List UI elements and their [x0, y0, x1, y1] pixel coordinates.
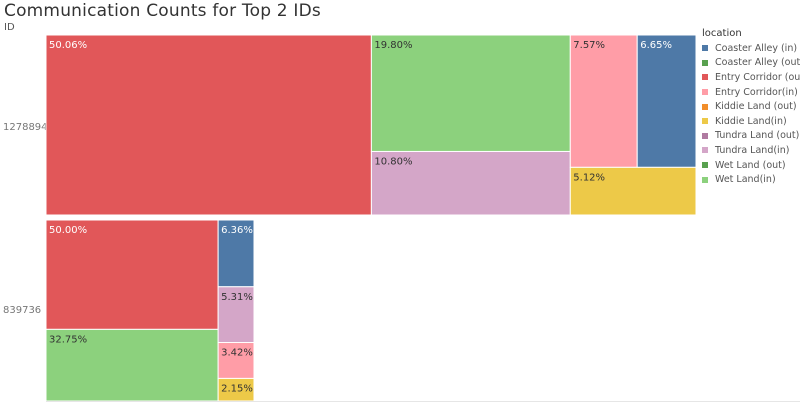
legend-item: Wet Land(in): [702, 172, 800, 187]
legend-swatch: [702, 74, 708, 81]
legend-swatch: [702, 132, 708, 139]
legend-swatch: [702, 176, 708, 183]
legend-item: Wet Land (out): [702, 158, 800, 173]
treemap-cell[interactable]: [569, 166, 697, 216]
cell-label: 3.42%: [221, 348, 253, 359]
treemap-cell[interactable]: [217, 342, 255, 379]
legend-item: Kiddie Land(in): [702, 114, 800, 129]
cell-label: 7.57%: [573, 40, 605, 51]
legend-swatch: [702, 89, 708, 96]
legend-swatch: [702, 59, 708, 66]
legend-label: Entry Corridor (out): [715, 71, 800, 83]
treemap-cell[interactable]: [217, 286, 255, 344]
legend-item: Tundra Land(in): [702, 143, 800, 158]
legend-swatch: [702, 45, 708, 52]
legend-swatch: [702, 118, 708, 125]
treemap-cell[interactable]: [45, 219, 219, 330]
legend-label: Tundra Land(in): [715, 144, 790, 156]
legend-item: Tundra Land (out): [702, 129, 800, 144]
legend-item: Entry Corridor (out): [702, 70, 800, 85]
cell-label: 6.36%: [221, 225, 253, 236]
legend-item: Kiddie Land (out): [702, 99, 800, 114]
cell-label: 32.75%: [49, 334, 87, 345]
cell-label: 10.80%: [374, 156, 412, 167]
legend-label: Tundra Land (out): [715, 130, 800, 142]
cell-label: 5.31%: [221, 292, 253, 303]
legend-swatch: [702, 147, 708, 154]
legend-title: location: [702, 28, 742, 39]
row-axis-label: ID: [4, 22, 15, 33]
cell-label: 19.80%: [374, 40, 412, 51]
legend-label: Entry Corridor(in): [715, 86, 798, 98]
treemap-cell[interactable]: [45, 328, 219, 402]
treemap-cell[interactable]: [45, 34, 372, 216]
legend-label: Kiddie Land (out): [715, 101, 797, 113]
legend-item: Entry Corridor(in): [702, 85, 800, 100]
cell-label: 50.00%: [49, 225, 87, 236]
treemap-cell[interactable]: [636, 34, 697, 168]
legend-label: Coaster Alley (out): [715, 57, 800, 69]
legend-item: Coaster Alley (out): [702, 56, 800, 71]
treemap-cell[interactable]: [370, 150, 571, 216]
row-label-1278894: 1278894: [3, 122, 48, 133]
legend-swatch: [702, 103, 708, 110]
cell-label: 2.15%: [221, 383, 253, 394]
chart-title: Communication Counts for Top 2 IDs: [4, 1, 321, 21]
treemap-cell[interactable]: [217, 219, 255, 288]
legend-label: Coaster Alley (in): [715, 42, 798, 54]
treemap-cell[interactable]: [569, 34, 638, 168]
legend-swatch: [702, 162, 708, 169]
legend-label: Kiddie Land(in): [715, 115, 787, 127]
legend-label: Wet Land(in): [715, 174, 776, 186]
treemap-cell[interactable]: [370, 34, 571, 152]
legend-item: Coaster Alley (in): [702, 41, 800, 56]
cell-label: 50.06%: [49, 40, 87, 51]
legend-label: Wet Land (out): [715, 159, 786, 171]
cell-label: 6.65%: [640, 40, 672, 51]
legend: location Coaster Alley (in) Coaster Alley…: [702, 28, 800, 187]
cell-label: 5.12%: [573, 172, 605, 183]
row-label-839736: 839736: [3, 305, 42, 316]
